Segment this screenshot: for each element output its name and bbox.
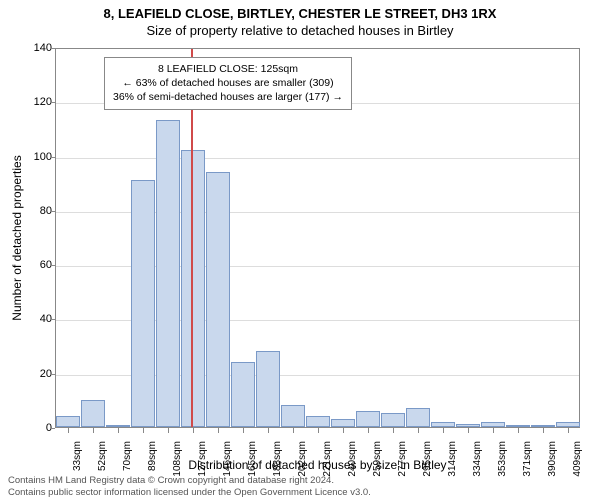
y-tick-mark	[50, 211, 55, 212]
y-tick-mark	[50, 428, 55, 429]
x-tick-mark	[118, 428, 119, 433]
footer-line-2: Contains public sector information licen…	[8, 487, 592, 498]
grid-line	[56, 158, 579, 159]
y-tick-mark	[50, 102, 55, 103]
y-tick-label: 20	[22, 368, 52, 380]
x-tick-mark	[293, 428, 294, 433]
x-tick-mark	[543, 428, 544, 433]
y-tick-mark	[50, 374, 55, 375]
histogram-bar	[356, 411, 380, 427]
histogram-bar	[431, 422, 455, 427]
x-tick-mark	[493, 428, 494, 433]
footer-line-1: Contains HM Land Registry data © Crown c…	[8, 475, 592, 486]
x-tick-mark	[468, 428, 469, 433]
histogram-bar	[256, 351, 280, 427]
y-tick-label: 40	[22, 313, 52, 325]
histogram-bar	[131, 180, 155, 427]
y-tick-label: 0	[22, 422, 52, 434]
histogram-bar	[106, 425, 130, 427]
x-tick-mark	[393, 428, 394, 433]
title-block: 8, LEAFIELD CLOSE, BIRTLEY, CHESTER LE S…	[0, 0, 600, 38]
histogram-bar	[181, 150, 205, 427]
histogram-bar	[456, 424, 480, 427]
histogram-bar	[231, 362, 255, 427]
footer: Contains HM Land Registry data © Crown c…	[8, 475, 592, 498]
x-tick-mark	[68, 428, 69, 433]
page-subtitle: Size of property relative to detached ho…	[0, 23, 600, 38]
x-tick-mark	[443, 428, 444, 433]
y-axis-label: Number of detached properties	[10, 155, 24, 320]
y-tick-mark	[50, 48, 55, 49]
x-tick-mark	[218, 428, 219, 433]
x-tick-mark	[193, 428, 194, 433]
y-tick-mark	[50, 319, 55, 320]
y-tick-mark	[50, 265, 55, 266]
info-line-3: 36% of semi-detached houses are larger (…	[113, 90, 343, 104]
histogram-bar	[281, 405, 305, 427]
y-tick-label: 60	[22, 259, 52, 271]
y-tick-label: 120	[22, 96, 52, 108]
x-tick-mark	[318, 428, 319, 433]
y-tick-label: 140	[22, 42, 52, 54]
x-tick-mark	[93, 428, 94, 433]
x-tick-mark	[418, 428, 419, 433]
histogram-bar	[556, 422, 580, 427]
chart-plot-area: 8 LEAFIELD CLOSE: 125sqm ← 63% of detach…	[55, 48, 580, 428]
y-tick-label: 100	[22, 151, 52, 163]
x-tick-mark	[568, 428, 569, 433]
x-tick-mark	[343, 428, 344, 433]
histogram-bar	[331, 419, 355, 427]
histogram-bar	[81, 400, 105, 427]
info-line-2: ← 63% of detached houses are smaller (30…	[113, 76, 343, 90]
page-title: 8, LEAFIELD CLOSE, BIRTLEY, CHESTER LE S…	[0, 6, 600, 21]
histogram-bar	[481, 422, 505, 427]
x-tick-mark	[243, 428, 244, 433]
y-tick-label: 80	[22, 205, 52, 217]
histogram-bar	[206, 172, 230, 427]
chart-container: 8, LEAFIELD CLOSE, BIRTLEY, CHESTER LE S…	[0, 0, 600, 500]
x-tick-mark	[268, 428, 269, 433]
y-tick-mark	[50, 157, 55, 158]
x-tick-mark	[368, 428, 369, 433]
histogram-bar	[531, 425, 555, 427]
x-axis-label: Distribution of detached houses by size …	[55, 458, 580, 472]
info-line-1: 8 LEAFIELD CLOSE: 125sqm	[113, 62, 343, 76]
histogram-bar	[56, 416, 80, 427]
x-tick-mark	[168, 428, 169, 433]
histogram-bar	[506, 425, 530, 427]
histogram-bar	[406, 408, 430, 427]
histogram-bar	[156, 120, 180, 427]
x-tick-mark	[518, 428, 519, 433]
histogram-bar	[381, 413, 405, 427]
x-tick-mark	[143, 428, 144, 433]
histogram-bar	[306, 416, 330, 427]
info-box: 8 LEAFIELD CLOSE: 125sqm ← 63% of detach…	[104, 57, 352, 110]
